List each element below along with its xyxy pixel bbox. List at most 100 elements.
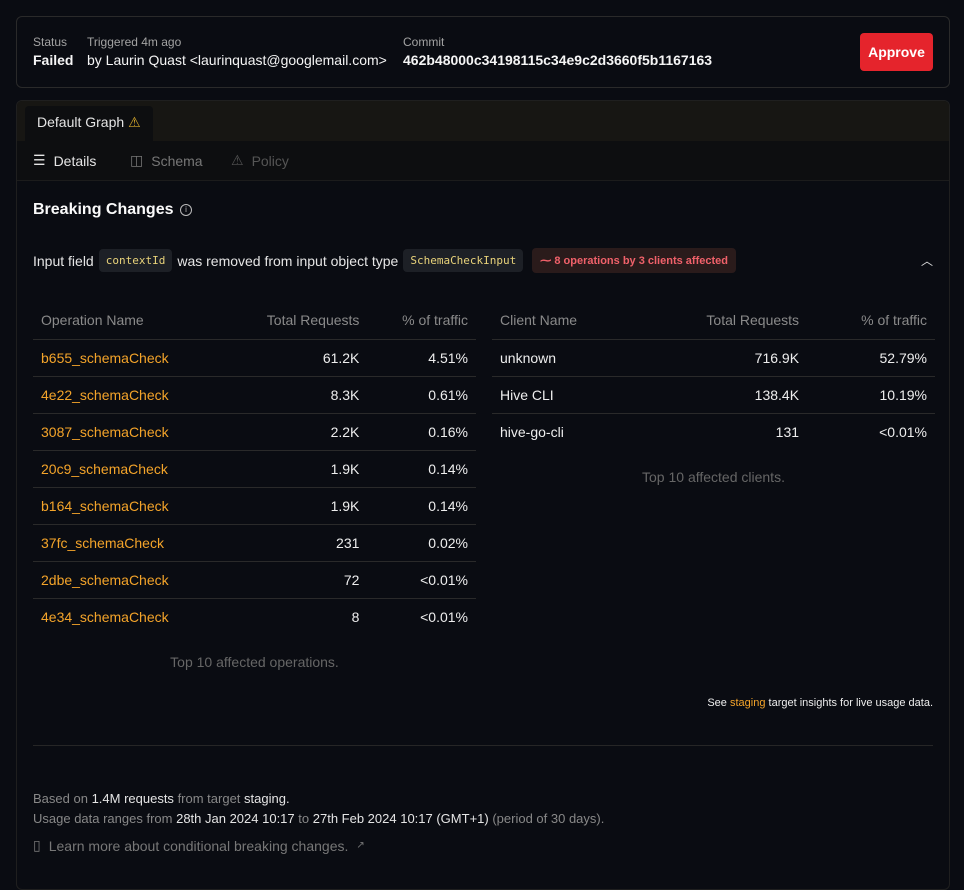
name-cell[interactable]: 4e22_schemaCheck [33, 376, 224, 414]
triggered-by: by Laurin Quast <laurinquast@googlemail.… [87, 52, 387, 68]
insights-note: See staging target insights for live usa… [707, 697, 933, 709]
traffic-cell: 0.61% [367, 376, 476, 414]
type-code: SchemaCheckInput [403, 249, 524, 272]
staging-link[interactable]: staging [729, 697, 766, 709]
t: Usage data ranges from [33, 811, 173, 826]
traffic-cell: 0.16% [367, 413, 476, 451]
list-icon: ☰ [33, 152, 46, 168]
subnav-label: Details [53, 152, 97, 169]
table-row: Hive CLI 138.4K 10.19% [492, 376, 935, 414]
triggered-field: Triggered 4m ago by Laurin Quast <laurinq… [87, 35, 387, 68]
clients-caption: Top 10 affected clients. [642, 469, 785, 485]
requests-cell: 138.4K [637, 376, 808, 414]
change-middle: was removed from input object type [177, 252, 399, 269]
subnav-details[interactable]: ☰ Details [33, 152, 96, 169]
pulse-icon: ⁓ [540, 255, 552, 267]
book-icon: ▯ [33, 837, 41, 853]
operations-table: Operation Name Total Requests% of traffic… [33, 301, 476, 635]
status-field: Status Failed [33, 35, 73, 68]
col-header: Total Requests [223, 301, 368, 340]
chevron-up-icon[interactable]: ︿ [920, 254, 933, 268]
external-link-icon: ↗ [356, 840, 365, 851]
field-code: contextId [98, 249, 173, 272]
learn-more-text: Learn more about conditional breaking ch… [48, 837, 349, 854]
requests-cell: 1.9K [223, 487, 368, 525]
table-row: 20c9_schemaCheck 1.9K 0.14% [33, 450, 476, 488]
requests-cell: 1.9K [223, 450, 368, 488]
insights-post: target insights for live usage data. [768, 697, 933, 709]
columns-icon: ◫ [130, 152, 144, 168]
tab-default-graph[interactable]: Default Graph ⚠ [25, 106, 153, 141]
table-row: hive-go-cli 131 <0.01% [492, 413, 935, 450]
t: to [298, 811, 310, 826]
traffic-cell: 52.79% [807, 339, 935, 377]
traffic-cell: 0.14% [367, 487, 476, 525]
name-cell[interactable]: 2dbe_schemaCheck [33, 561, 224, 599]
subnav-schema[interactable]: ◫ Schema [130, 152, 203, 169]
status-label: Status [33, 35, 68, 49]
name-cell[interactable]: b655_schemaCheck [33, 339, 224, 377]
name-cell: hive-go-cli [500, 423, 564, 440]
name-cell[interactable]: 4e34_schemaCheck [41, 608, 169, 625]
name-cell[interactable]: 3087_schemaCheck [33, 413, 224, 451]
requests-cell: 2.2K [223, 413, 368, 451]
warning-icon: ⚠ [128, 114, 141, 130]
col-header: Operation Name [33, 301, 224, 340]
col-header: Total Requests [637, 301, 808, 340]
tab-bar: Default Graph ⚠ [17, 101, 949, 141]
info-icon[interactable]: i [180, 204, 192, 216]
name-cell: unknown [492, 339, 638, 377]
traffic-cell: 0.14% [367, 450, 476, 488]
name-cell[interactable]: 37fc_schemaCheck [33, 524, 224, 562]
requests-cell: 716.9K [637, 339, 808, 377]
sub-nav: ☰ Details ◫ Schema ⚠ Policy [17, 141, 949, 181]
table-row: 37fc_schemaCheck 231 0.02% [33, 524, 476, 562]
col-header: % of traffic [367, 301, 476, 340]
breaking-change-row[interactable]: Input field contextId was removed from i… [33, 248, 933, 273]
requests-cell: 61.2K [223, 339, 368, 377]
name-cell[interactable]: 20c9_schemaCheck [33, 450, 224, 488]
section-title: Breaking Changes [33, 201, 174, 218]
divider [33, 745, 933, 746]
commit-value: 462b48000c34198115c34e9c2d3660f5b1167163 [403, 52, 713, 68]
range-end: 27th Feb 2024 10:17 (GMT+1) [312, 811, 489, 826]
change-prefix: Input field [33, 252, 94, 269]
table-row: 3087_schemaCheck 2.2K 0.16% [33, 413, 476, 451]
traffic-cell: 10.19% [807, 376, 935, 414]
table-row: 4e34_schemaCheck 8 <0.01% [33, 598, 476, 635]
approve-button[interactable]: Approve [860, 33, 933, 71]
warning-icon: ⚠ [231, 152, 244, 168]
requests-cell: 131 [775, 423, 800, 440]
usage-footer: Based on 1.4M requests from target stagi… [33, 789, 604, 829]
affected-badge: ⁓ 8 operations by 3 clients affected [532, 248, 736, 273]
table-row: unknown 716.9K 52.79% [492, 339, 935, 377]
period: (period of 30 days). [492, 811, 605, 826]
t: from target [177, 791, 241, 806]
status-value: Failed [33, 52, 74, 68]
range-start: 28th Jan 2024 10:17 [176, 811, 295, 826]
commit-label: Commit [403, 35, 445, 49]
main-panel: Default Graph ⚠ ☰ Details ◫ Schema ⚠ Policy… [16, 100, 950, 890]
subnav-label: Policy [251, 152, 289, 169]
requests-cell: 8.3K [223, 376, 368, 414]
requests-cell: 8 [351, 608, 360, 625]
table-row: 4e22_schemaCheck 8.3K 0.61% [33, 376, 476, 414]
subnav-label: Schema [151, 152, 203, 169]
learn-more-link[interactable]: ▯ Learn more about conditional breaking c… [33, 837, 365, 854]
check-header: Status Failed Triggered 4m ago by Laurin Q… [16, 16, 950, 88]
commit-field: Commit 462b48000c34198115c34e9c2d3660f5b1… [403, 35, 712, 68]
table-row: b164_schemaCheck 1.9K 0.14% [33, 487, 476, 525]
traffic-cell: <0.01% [420, 608, 468, 625]
traffic-cell: <0.01% [879, 423, 927, 440]
traffic-cell: 0.02% [367, 524, 476, 562]
col-header: % of traffic [807, 301, 935, 340]
operations-caption: Top 10 affected operations. [170, 654, 339, 670]
insights-pre: See [707, 697, 727, 709]
tab-label: Default Graph [37, 114, 125, 130]
name-cell[interactable]: b164_schemaCheck [33, 487, 224, 525]
request-count: 1.4M requests [91, 791, 174, 806]
subnav-policy[interactable]: ⚠ Policy [231, 152, 289, 169]
requests-cell: 231 [223, 524, 368, 562]
name-cell: Hive CLI [492, 376, 638, 414]
traffic-cell: 4.51% [367, 339, 476, 377]
